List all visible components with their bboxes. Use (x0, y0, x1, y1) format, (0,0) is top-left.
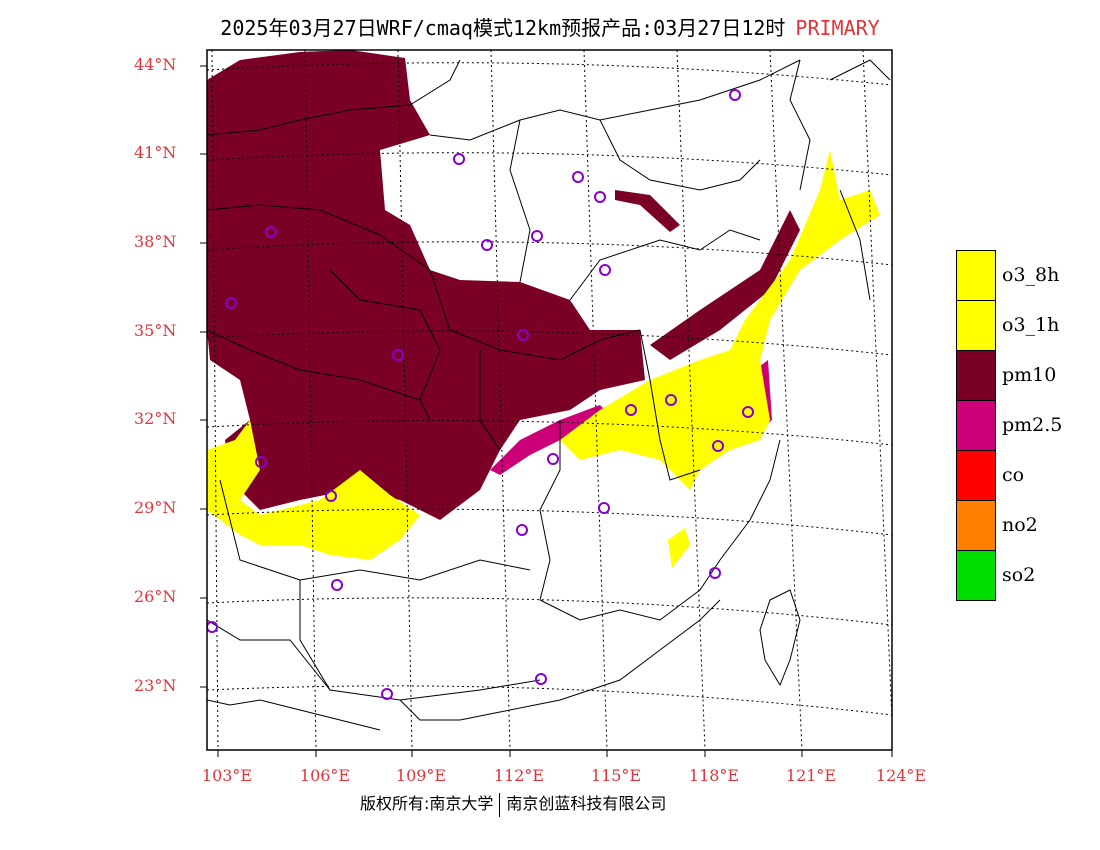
lat-label-29: 29°N (134, 498, 177, 517)
map-title: 2025年03月27日WRF/cmaq模式12km预报产品:03月27日12时 P… (0, 12, 1100, 41)
lon-label-115: 115°E (590, 766, 642, 785)
lon-label-109: 109°E (395, 766, 447, 785)
lat-label-23: 23°N (134, 676, 177, 695)
lon-label-124: 124°E (875, 766, 927, 785)
lon-label-106: 106°E (299, 766, 351, 785)
legend-swatch (956, 450, 996, 501)
stations (207, 89, 754, 700)
title-main: 2025年03月27日WRF/cmaq模式12km预报产品:03月27日12时 (220, 16, 786, 40)
legend-label: pm10 (1002, 364, 1057, 386)
legend-swatch (956, 250, 996, 301)
lat-label-44: 44°N (134, 55, 177, 74)
legend-label: pm2.5 (1002, 414, 1063, 436)
lon-label-121: 121°E (785, 766, 837, 785)
title-primary: PRIMARY (795, 16, 880, 40)
o3-region-east (560, 150, 880, 490)
graticule (207, 50, 892, 750)
copyright: 版权所有:南京大学 南京创蓝科技有限公司 (360, 790, 666, 817)
pm10-streak-north (615, 190, 680, 232)
legend-label: no2 (1002, 514, 1038, 536)
axis-ticks (200, 65, 893, 757)
pm10-streak-northeast (650, 210, 800, 360)
copyright-left: 版权所有:南京大学 (360, 794, 494, 813)
o3-region-patch (668, 528, 690, 568)
legend-swatch (956, 500, 996, 551)
map-frame (206, 49, 893, 751)
lat-label-26: 26°N (134, 587, 177, 606)
lat-label-35: 35°N (134, 321, 177, 340)
lon-label-103: 103°E (201, 766, 253, 785)
pm10-region (207, 50, 645, 520)
legend-swatch (956, 400, 996, 451)
lon-label-112: 112°E (493, 766, 545, 785)
boundaries (207, 59, 891, 731)
legend-swatch (956, 300, 996, 351)
legend-label: so2 (1002, 564, 1036, 586)
o3-region-southwest (207, 420, 420, 560)
lat-label-38: 38°N (134, 232, 177, 251)
legend-label: o3_8h (1002, 264, 1060, 286)
lon-label-118: 118°E (688, 766, 740, 785)
legend-swatch (956, 550, 996, 601)
copyright-separator (499, 792, 501, 817)
lat-label-41: 41°N (134, 143, 177, 162)
legend-label: o3_1h (1002, 314, 1060, 336)
copyright-right: 南京创蓝科技有限公司 (506, 794, 667, 813)
legend-swatch (956, 350, 996, 401)
pm25-band (490, 405, 610, 475)
lat-label-32: 32°N (134, 409, 177, 428)
legend-label: co (1002, 464, 1025, 486)
